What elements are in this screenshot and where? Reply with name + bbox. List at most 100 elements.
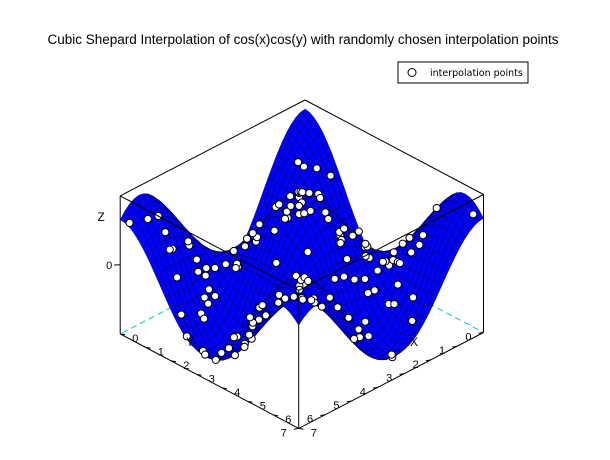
x-tick-label: 4 [234,387,240,399]
interpolation-point [373,266,382,275]
interpolation-point [300,209,309,218]
interpolation-point [229,246,238,256]
x-tick-label: 2 [183,360,189,372]
x-tick-label: 3 [209,373,215,385]
top-edge-front-y [298,194,484,291]
legend-label: interpolation points [430,68,523,79]
interpolation-point [350,334,359,343]
interpolation-point [261,311,270,320]
interpolation-point [200,293,209,302]
interpolation-point [354,325,363,334]
interpolation-point [204,299,213,308]
interpolation-point [184,237,193,246]
interpolation-point [398,239,407,248]
interpolation-point [286,192,295,201]
interpolation-point [407,248,416,257]
interpolation-point [418,231,428,240]
interpolation-point [240,242,250,251]
interpolation-point [275,200,284,209]
interpolation-point [289,292,298,301]
interpolation-point [305,189,314,198]
x-tick-label: 7 [311,427,317,439]
interpolation-point [194,267,203,276]
y-tick-mark [320,414,326,416]
x-tick-mark [120,333,126,336]
y-tick-mark [425,359,431,362]
interpolation-point [201,271,210,280]
interpolation-point [270,226,279,235]
interpolation-point [280,214,290,223]
interpolation-point [350,275,359,284]
interpolation-point [274,298,283,307]
interpolation-point [248,229,257,238]
y-tick-label: 6 [307,414,313,426]
x-tick-mark [171,360,177,363]
y-axis-label: Y [186,335,194,349]
y-tick-label: 3 [386,373,392,385]
y-tick-mark [293,427,299,430]
interpolation-point [282,207,291,216]
interpolation-point [177,310,186,319]
interpolation-point [361,317,370,326]
interpolation-point [344,313,353,322]
top-edge-front-x [119,195,299,291]
surface-mesh [119,108,484,361]
interpolation-point [393,280,402,289]
interpolation-point [326,171,335,180]
interpolation-point [415,240,424,249]
interpolation-point [298,188,307,197]
y-tick-mark [452,345,458,348]
interpolation-point [125,218,134,227]
y-tick-mark [399,373,405,375]
interpolation-point [370,286,379,295]
y-tick-mark [346,400,352,403]
x-tick-label: 5 [260,400,266,412]
y-tick-label: 1 [439,345,445,357]
interpolation-point [339,272,349,281]
x-tick-mark [298,427,304,430]
y-tick-label: 7 [281,427,287,439]
x-axis-label: X [410,335,418,349]
interpolation-point [202,264,211,273]
interpolation-point [182,332,191,341]
interpolation-point [336,239,345,248]
interpolation-point [364,332,373,341]
interpolation-point [245,313,255,322]
interpolation-point [321,208,330,217]
interpolation-point [299,162,308,171]
interpolation-point [165,245,174,254]
y-tick-label: 5 [333,400,339,412]
y-tick-label: 2 [413,359,419,371]
z-tick-label: 0 [106,260,112,272]
interpolation-point [240,342,249,351]
y-tick-mark [373,386,378,389]
legend: interpolation points [397,61,529,84]
interpolation-point [294,201,304,210]
x-tick-mark [196,373,202,376]
interpolation-point [408,316,417,325]
interpolation-point [432,204,441,213]
x-tick-label: 0 [132,333,138,345]
x-tick-mark [273,414,279,417]
interpolation-point [258,301,267,310]
interpolation-point [348,231,357,240]
legend-marker-open-circle [407,68,417,77]
interpolation-point [340,224,349,233]
interpolation-point [173,273,182,282]
y-tick-mark [478,332,484,334]
interpolation-point [242,234,252,243]
interpolation-point [469,210,478,219]
interpolation-point [395,259,404,268]
interpolation-point [192,255,201,264]
legend-box [397,61,529,84]
interpolation-point [387,350,396,359]
x-tick-label: 1 [158,346,164,358]
interpolation-point [143,214,152,224]
interpolation-point [211,355,220,364]
x-tick-mark [222,387,228,390]
interpolation-point [389,248,398,257]
x-tick-label: 6 [285,414,291,426]
interpolation-point [231,264,240,273]
interpolation-point [221,260,230,269]
